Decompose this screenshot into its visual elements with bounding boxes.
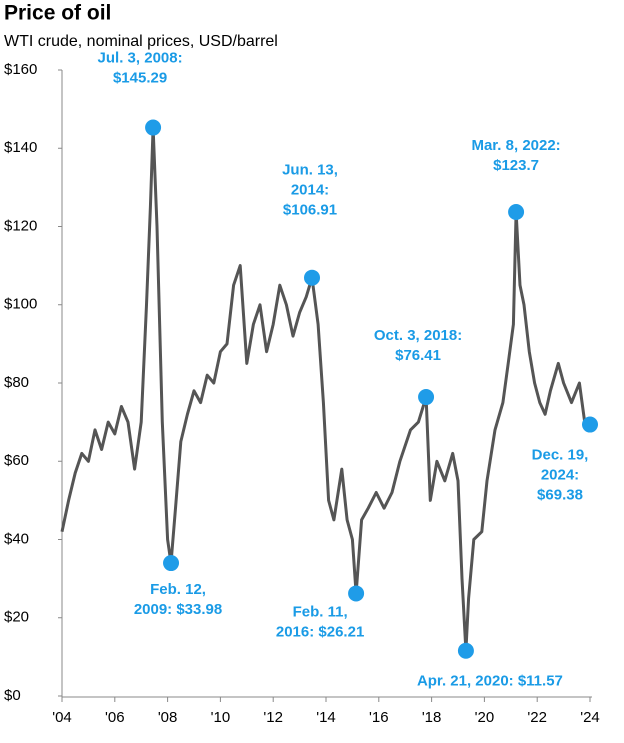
y-tick-label: $60	[4, 452, 29, 469]
annotation-label: Oct. 3, 2018:	[374, 327, 462, 344]
annotation-label: Jun. 13,	[282, 162, 338, 179]
y-tick-label: $140	[4, 139, 37, 156]
annotation-label: 2014:	[291, 182, 329, 199]
annotation-label: $106.91	[283, 202, 337, 219]
x-tick-label: '20	[475, 709, 495, 726]
annotation-marker	[457, 642, 474, 659]
annotation-label: $69.38	[537, 487, 583, 504]
annotation-label: Feb. 11,	[293, 603, 348, 620]
annotation-label: $145.29	[113, 70, 167, 87]
x-tick-label: '22	[527, 709, 547, 726]
annotation-marker	[348, 585, 365, 602]
annotation-label: Jul. 3, 2008:	[98, 50, 183, 67]
x-tick-label: '24	[580, 709, 600, 726]
annotation-marker	[508, 204, 525, 221]
chart-title: Price of oil	[4, 2, 111, 25]
y-tick-label: $80	[4, 374, 29, 391]
annotation-label: 2024:	[541, 467, 579, 484]
annotation-label: Mar. 8, 2022:	[471, 137, 560, 154]
x-tick-label: '06	[105, 709, 125, 726]
x-tick-label: '18	[422, 709, 442, 726]
annotation-label: Dec. 19,	[532, 447, 589, 464]
y-tick-label: $100	[4, 296, 37, 313]
annotation-marker	[418, 389, 435, 406]
chart-subtitle: WTI crude, nominal prices, USD/barrel	[4, 33, 278, 50]
y-tick-label: $0	[4, 687, 21, 704]
x-tick-label: '14	[316, 709, 336, 726]
x-tick-label: '10	[211, 709, 231, 726]
y-tick-label: $20	[4, 609, 29, 626]
annotation-marker	[304, 269, 321, 286]
annotation-label: $76.41	[395, 347, 441, 364]
x-tick-label: '12	[263, 709, 283, 726]
annotation-label: Apr. 21, 2020: $11.57	[417, 673, 563, 690]
y-tick-label: $40	[4, 530, 29, 547]
x-tick-label: '08	[158, 709, 178, 726]
x-tick-label: '16	[369, 709, 389, 726]
annotation-marker	[145, 119, 162, 136]
y-tick-label: $120	[4, 217, 37, 234]
annotation-label: 2016: $26.21	[276, 623, 364, 640]
annotation-label: 2009: $33.98	[134, 601, 222, 618]
x-tick-label: '04	[52, 709, 72, 726]
annotation-marker	[163, 555, 180, 572]
annotation-marker	[582, 416, 598, 433]
annotation-label: Feb. 12,	[150, 581, 206, 598]
annotation-label: $123.7	[493, 157, 539, 174]
price-line	[60, 126, 591, 653]
y-tick-label: $160	[4, 61, 37, 78]
